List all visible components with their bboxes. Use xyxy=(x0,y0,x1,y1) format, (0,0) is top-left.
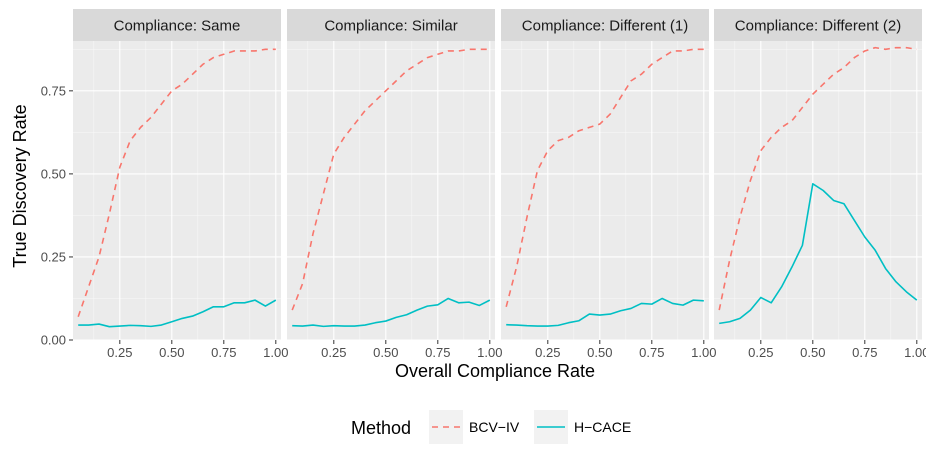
panel-strip xyxy=(501,9,709,41)
y-tick-label: 0.25 xyxy=(41,249,66,264)
x-tick-label: 0.75 xyxy=(852,345,877,360)
panel-compliance-different-1: Compliance: Different (1) 0.25 0.50 0.75 1.0… xyxy=(501,9,716,360)
x-tick-label: 0.75 xyxy=(425,345,450,360)
x-tick-label: 0.75 xyxy=(211,345,236,360)
legend-label-h-cace: H−CACE xyxy=(574,419,631,435)
x-tick-label: 0.25 xyxy=(748,345,773,360)
x-tick-label: 0.50 xyxy=(159,345,184,360)
series-line-h-cace xyxy=(292,297,491,328)
series-line-h-cace xyxy=(719,183,918,325)
x-tick-label: 1.00 xyxy=(477,345,502,360)
legend-label-bcv-iv: BCV−IV xyxy=(469,419,520,435)
y-tick-label: 0.50 xyxy=(41,166,66,181)
panel-strip xyxy=(287,9,495,41)
x-tick-label: 1.00 xyxy=(263,345,288,360)
x-tick-label: 0.25 xyxy=(321,345,346,360)
panel-strip xyxy=(714,9,922,41)
panel-strip xyxy=(73,9,281,41)
panel-title: Compliance: Same xyxy=(114,18,241,35)
x-tick-label: 1.00 xyxy=(904,345,926,360)
panels-layer: 0.00 0.25 0.50 0.75 Compliance: Same 0.25 0.50… xyxy=(41,9,926,360)
x-tick-label: 0.75 xyxy=(639,345,664,360)
panel-title: Compliance: Different (1) xyxy=(522,18,688,35)
x-tick-label: 0.50 xyxy=(587,345,612,360)
x-tick-label: 0.50 xyxy=(800,345,825,360)
panel-title: Compliance: Different (2) xyxy=(735,18,901,35)
series-line-bcv-iv xyxy=(505,48,704,307)
panel-compliance-similar: Compliance: Similar 0.25 0.50 0.75 1.00 xyxy=(287,9,502,360)
y-tick-label: 0.00 xyxy=(41,333,66,348)
y-axis-title: True Discovery Rate xyxy=(10,104,30,267)
y-tick-label: 0.75 xyxy=(41,83,66,98)
series-line-h-cace xyxy=(78,299,277,328)
legend: Method BCV−IV H−CACE xyxy=(351,410,631,444)
x-tick-label: 0.25 xyxy=(107,345,132,360)
series-line-h-cace xyxy=(506,297,704,327)
x-tick-label: 1.00 xyxy=(691,345,716,360)
panel-compliance-different-2: Compliance: Different (2) 0.25 0.50 0.75 1.0… xyxy=(714,9,926,360)
panel-title: Compliance: Similar xyxy=(324,18,457,35)
legend-title: Method xyxy=(351,418,411,438)
x-axis-title: Overall Compliance Rate xyxy=(395,361,595,381)
panel-compliance-same: Compliance: Same 0.25 0.50 0.75 1.00 xyxy=(73,9,288,360)
series-line-bcv-iv xyxy=(77,48,276,318)
x-tick-label: 0.50 xyxy=(373,345,398,360)
x-tick-label: 0.25 xyxy=(535,345,560,360)
